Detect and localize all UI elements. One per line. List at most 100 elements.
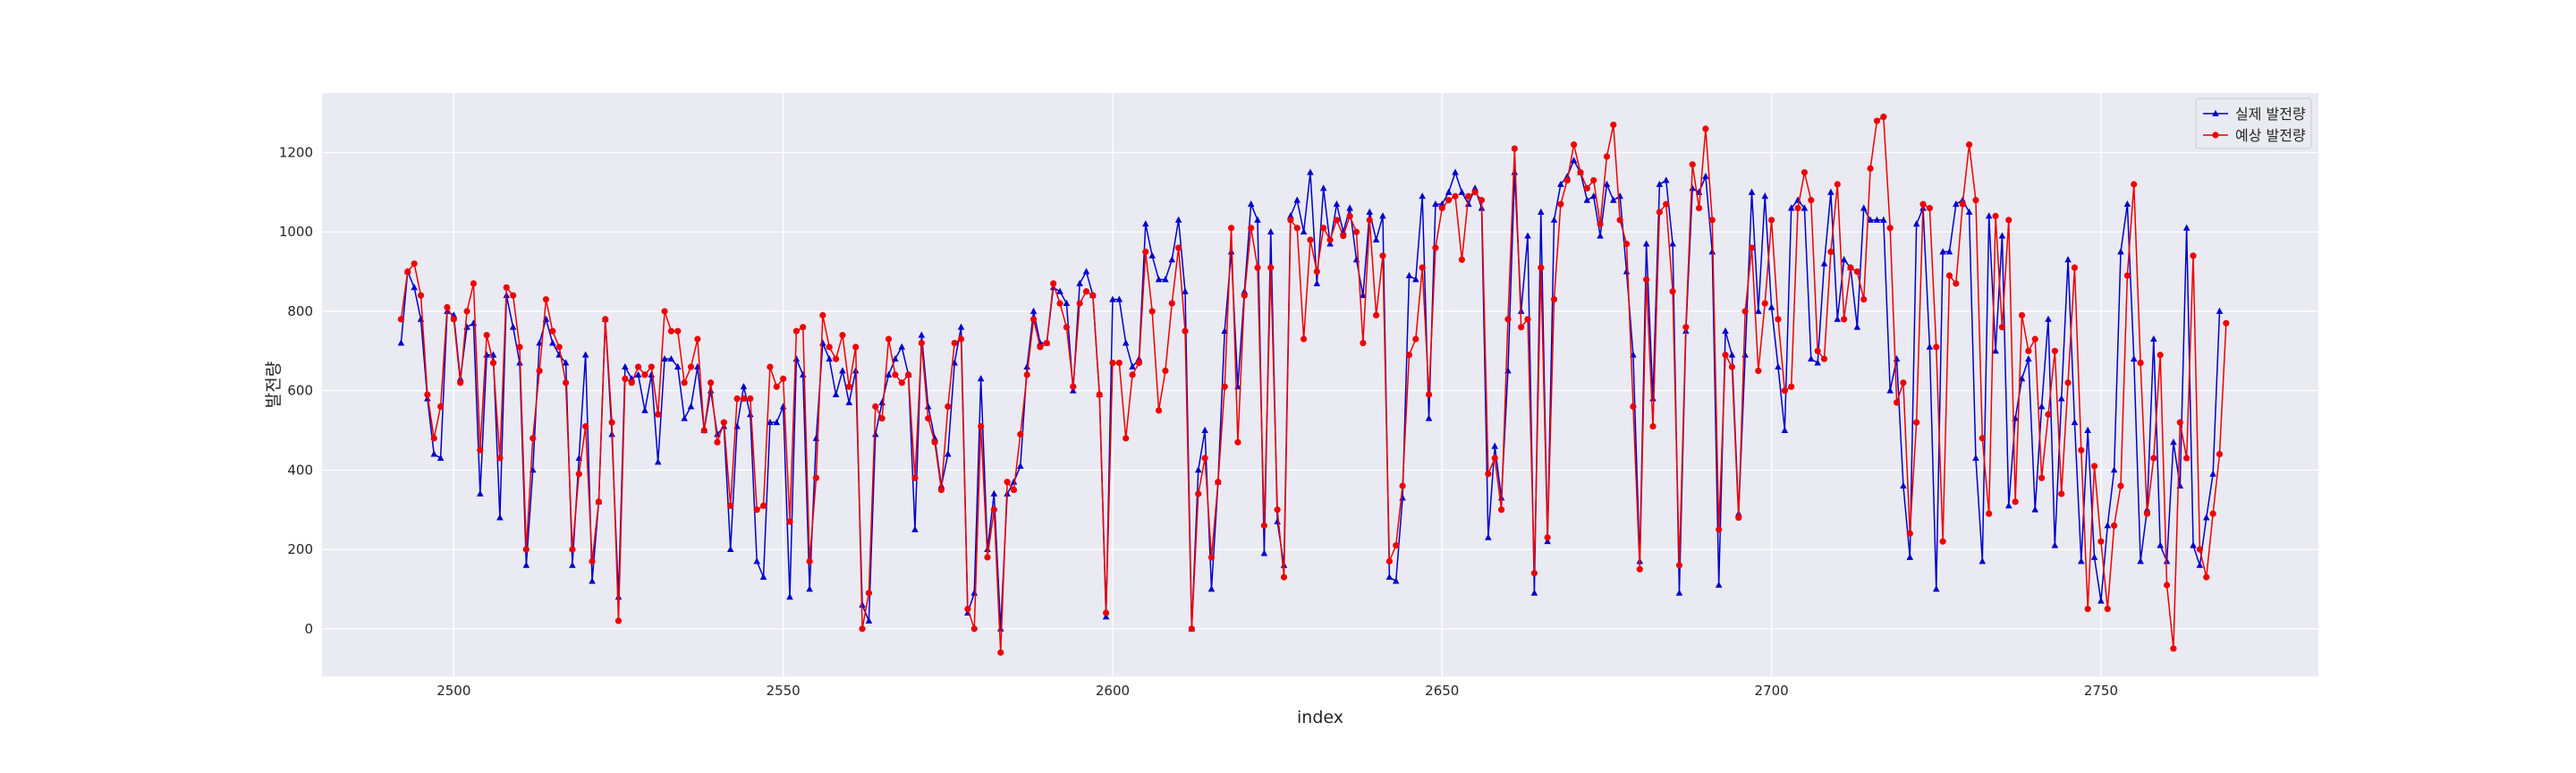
data-point (1702, 125, 1709, 132)
data-point (792, 327, 800, 335)
data-point (767, 418, 774, 426)
data-point (1287, 217, 1294, 224)
data-point (1748, 244, 1756, 251)
data-point (1274, 506, 1281, 514)
data-point (792, 354, 801, 362)
data-point (1735, 514, 1742, 522)
x-axis-label: index (1297, 708, 1343, 727)
data-point (806, 585, 813, 592)
data-point (1372, 235, 1380, 243)
data-point (2084, 605, 2091, 613)
data-point (1913, 419, 1920, 426)
data-point (1366, 217, 1373, 224)
y-tick-label: 600 (287, 383, 313, 399)
data-point (1787, 204, 1795, 211)
data-point (1148, 308, 1156, 315)
data-point (1458, 188, 1466, 195)
data-point (700, 427, 708, 434)
data-point (2084, 426, 2091, 433)
data-point (1814, 359, 1821, 366)
data-point (1221, 383, 1228, 390)
data-point (1722, 327, 1729, 335)
data-point (1485, 533, 1492, 540)
data-point (1827, 188, 1835, 195)
data-point (1893, 399, 1901, 406)
data-point (1293, 196, 1301, 203)
data-point (1491, 442, 1498, 449)
data-point (1834, 181, 1841, 188)
data-point (1563, 172, 1572, 180)
data-point (667, 354, 675, 362)
data-point (1260, 549, 1268, 556)
data-point (1642, 240, 1650, 247)
data-point (1953, 200, 1960, 208)
data-point (1115, 295, 1123, 302)
data-point (1538, 264, 1545, 271)
data-point (1557, 200, 1564, 208)
data-point (1174, 216, 1182, 223)
data-point (2183, 454, 2190, 462)
data-point (1761, 300, 1768, 307)
data-point (885, 370, 893, 378)
data-point (1030, 316, 1038, 323)
data-point (1998, 324, 2006, 331)
data-point (1241, 292, 1248, 299)
data-point (1847, 264, 1854, 271)
data-point (1320, 225, 1327, 232)
data-point (1037, 344, 1044, 351)
data-point (430, 450, 438, 457)
data-point (477, 446, 484, 454)
data-point (589, 557, 596, 565)
data-point (2104, 605, 2111, 613)
data-point (549, 339, 556, 346)
data-point (1728, 351, 1736, 358)
data-point (1643, 276, 1650, 284)
data-point (1906, 530, 1913, 537)
data-point (622, 375, 629, 382)
data-point (2090, 553, 2098, 560)
data-point (2051, 541, 2059, 548)
data-point (2071, 418, 2079, 426)
data-point (2150, 454, 2157, 462)
data-point (911, 474, 919, 481)
data-point (1860, 296, 1868, 303)
data-point (1419, 264, 1426, 271)
data-point (997, 649, 1004, 656)
data-point (1827, 248, 1835, 256)
data-point (2137, 360, 2144, 367)
data-point (1623, 240, 1631, 248)
data-point (1201, 454, 1208, 462)
data-point (555, 344, 563, 351)
data-point (845, 383, 852, 390)
legend-item: 실제 발전량 (2203, 106, 2306, 123)
data-point (687, 363, 695, 370)
data-point (1366, 208, 1374, 216)
legend-item: 예상 발전량 (2203, 127, 2306, 144)
data-point (1530, 570, 1538, 577)
data-point (2012, 498, 2019, 505)
data-point (1986, 510, 1993, 517)
data-point (1313, 268, 1320, 276)
data-point (786, 593, 793, 600)
data-point (2058, 490, 2065, 497)
data-point (1518, 324, 1525, 331)
data-point (1445, 197, 1453, 204)
data-point (1820, 259, 1828, 267)
data-point (2196, 561, 2204, 568)
data-point (2170, 438, 2177, 446)
data-point (641, 371, 648, 378)
data-point (634, 363, 642, 370)
data-point (951, 339, 958, 347)
data-point (2182, 224, 2190, 231)
data-point (681, 379, 688, 386)
x-tick-label: 2650 (1425, 683, 1459, 699)
data-point (727, 502, 734, 509)
data-point (925, 415, 932, 422)
data-point (1465, 192, 1472, 200)
data-point (1880, 114, 1887, 121)
data-point (845, 398, 853, 405)
data-point (530, 435, 537, 442)
data-point (720, 419, 727, 426)
series-line (400, 115, 2227, 654)
legend-marker (2212, 132, 2219, 139)
